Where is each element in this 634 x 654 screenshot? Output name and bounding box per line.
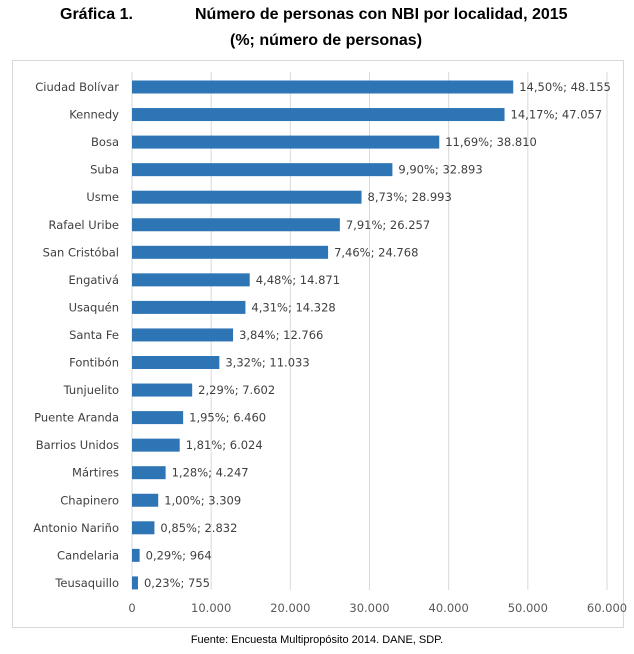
data-label: 2,29%; 7.602 [198,383,275,397]
category-label: Puente Aranda [34,411,119,425]
bar [132,190,362,204]
category-labels: Ciudad Bolívar Kennedy Bosa Suba Usme Rafael … [33,80,119,590]
bar [132,163,393,177]
category-label: Santa Fe [69,328,119,342]
data-label: 11,69%; 38.810 [445,135,537,149]
data-label: 3,32%; 11.033 [225,356,309,370]
x-tick-label: 20.000 [270,601,310,615]
category-label: Engativá [69,273,119,287]
category-label: Rafael Uribe [48,218,119,232]
chart-title: Número de personas con NBI por localidad… [195,6,568,23]
data-label: 8,73%; 28.993 [368,190,452,204]
data-label: 1,00%; 3.309 [164,493,241,507]
chart-frame [12,60,624,628]
bar [132,521,155,535]
data-label: 0,85%; 2.832 [160,521,237,535]
category-label: Bosa [91,135,119,149]
category-label: Usaquén [69,300,119,314]
bar [132,80,514,94]
data-label: 14,17%; 47.057 [511,108,603,122]
bar [132,466,166,480]
data-label: 3,84%; 12.766 [239,328,323,342]
data-label: 1,81%; 6.024 [186,438,263,452]
category-label: Teusaquillo [54,576,119,590]
bar [132,356,220,369]
data-label: 4,48%; 14.871 [256,273,340,287]
chart-header: Gráfica 1. Número de personas con NBI po… [0,6,634,26]
figure-label: Gráfica 1. [60,6,133,23]
data-label: 0,23%; 755 [144,576,210,590]
x-tick-label: 0 [128,601,135,615]
category-label: Candelaria [57,548,119,562]
bar [132,245,329,259]
x-tick-label: 60.000 [587,601,627,615]
bar [132,273,250,287]
source-note: Fuente: Encuesta Multipropósito 2014. DA… [190,634,444,646]
category-label: Barrios Unidos [36,438,119,452]
bar [132,383,193,397]
data-label: 0,29%; 964 [146,548,212,562]
bar [132,135,440,149]
data-label: 7,46%; 24.768 [334,245,418,259]
x-tick-label: 40.000 [429,601,469,615]
x-tick-label: 30.000 [349,601,389,615]
category-label: Kennedy [69,108,119,122]
data-label: 1,28%; 4.247 [172,466,249,480]
category-label: Suba [90,163,119,177]
category-label: Tunjuelito [63,383,119,397]
x-axis-tick-labels: 0 10.000 20.000 30.000 40.000 50.000 60.000 [128,601,627,615]
data-label: 7,91%; 26.257 [346,218,430,232]
bar [132,493,159,507]
data-label: 1,95%; 6.460 [189,411,266,425]
chart-subtitle: (%; número de personas) [230,32,423,49]
bar [132,548,140,562]
bar [132,438,180,452]
x-tick-label: 10.000 [191,601,231,615]
x-tick-label: 50.000 [508,601,548,615]
category-label: Usme [86,190,119,204]
category-label: Ciudad Bolívar [35,80,119,94]
bar [132,328,234,342]
category-label: Fontibón [69,356,119,370]
category-label: Chapinero [60,493,119,507]
bar [132,576,138,590]
data-label: 4,31%; 14.328 [251,300,335,314]
bar [132,218,340,232]
bar-series [132,80,514,590]
bar [132,411,184,425]
data-labels: 14,50%; 48.155 14,17%; 47.057 11,69%; 38.8… [144,80,611,590]
data-label: 14,50%; 48.155 [519,80,611,94]
category-label: Antonio Nariño [33,521,119,535]
bar [132,108,505,122]
gridlines [131,72,608,590]
category-label: Mártires [72,466,119,480]
category-label: San Cristóbal [43,245,119,259]
data-label: 9,90%; 32.893 [398,163,482,177]
bar [132,300,246,314]
